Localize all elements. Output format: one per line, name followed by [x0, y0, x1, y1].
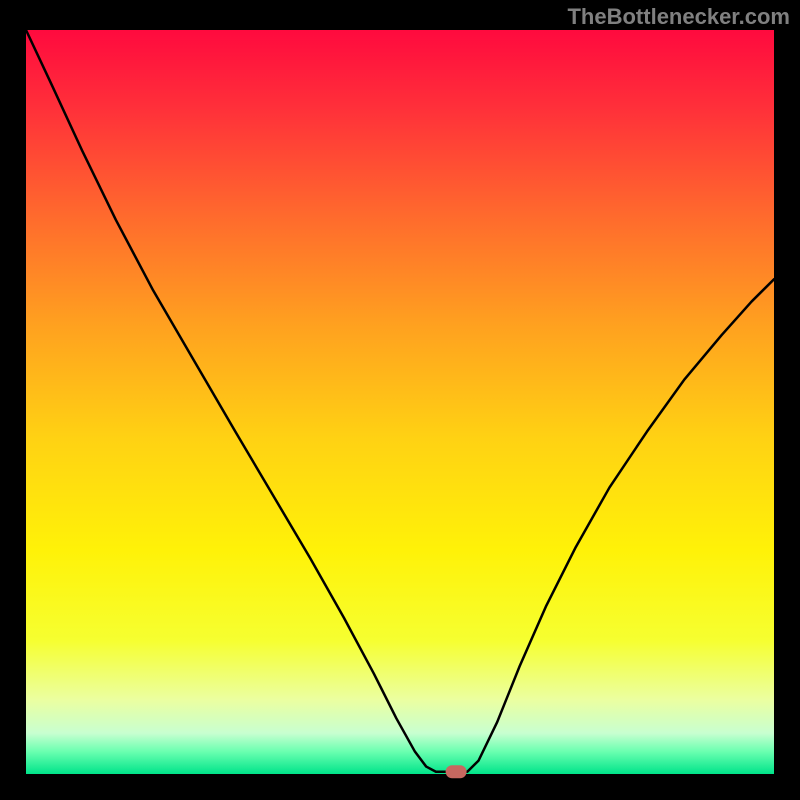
gradient-background	[26, 30, 774, 774]
watermark-text: TheBottlenecker.com	[567, 4, 790, 30]
bottleneck-chart	[0, 0, 800, 800]
optimal-point-marker	[446, 766, 466, 778]
chart-container: TheBottlenecker.com	[0, 0, 800, 800]
